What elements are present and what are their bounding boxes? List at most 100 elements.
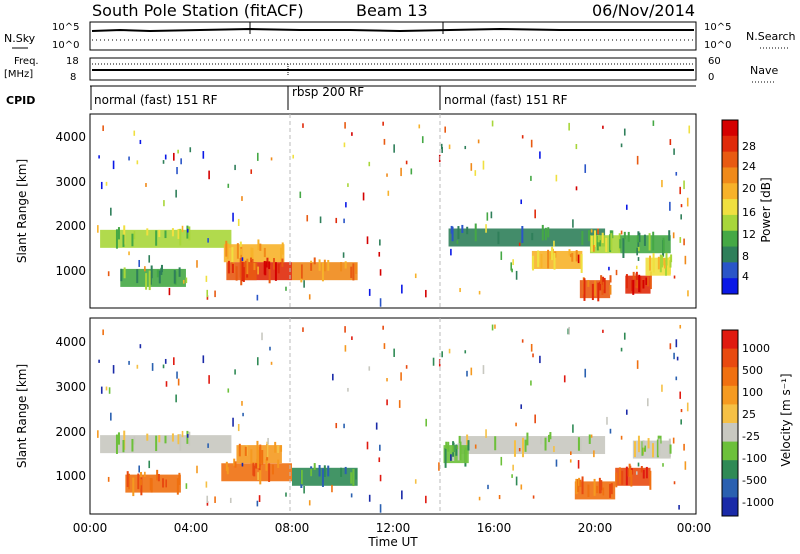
power-band-8-streak-10 <box>605 237 608 252</box>
power-band-12-streak-10 <box>665 252 668 266</box>
velocity-band-5-streak-1 <box>579 438 582 452</box>
freq-label-1: Freq. <box>14 56 39 67</box>
velocity-scatter-1 <box>474 444 477 449</box>
power-band-10-streak-5 <box>609 275 612 283</box>
power-band-0-streak-0 <box>164 230 167 239</box>
velocity-colorbar-swatch-8 <box>722 478 738 498</box>
power-scatter-36 <box>196 260 198 268</box>
power-band-12-streak-11 <box>669 260 672 268</box>
velocity-band-6-streak-5 <box>575 478 578 487</box>
velocity-scatter-3 <box>438 462 440 471</box>
power-band-11-streak-0 <box>639 275 642 293</box>
power-scatter-99 <box>521 135 524 139</box>
velocity-scatter-115 <box>173 357 175 366</box>
power-scatter-1 <box>234 164 236 171</box>
power-band-12-streak-9 <box>670 254 673 263</box>
power-colorbar-swatch-0 <box>722 120 738 137</box>
power-band-3-streak-10 <box>231 263 234 274</box>
velocity-scatter-121 <box>572 424 574 433</box>
velocity-scatter-44 <box>464 350 467 354</box>
velocity-band-4-streak-9 <box>300 470 303 485</box>
power-scatter-20 <box>620 230 623 235</box>
power-scatter-63 <box>164 154 167 160</box>
power-band-0-streak-2 <box>177 228 180 239</box>
x-axis: 00:00 04:00 08:00 12:00 16:00 20:00 00:0… <box>73 521 712 549</box>
velocity-scatter-38 <box>567 328 569 335</box>
power-band-6-streak-7 <box>531 232 534 241</box>
power-scatter-80 <box>366 236 369 245</box>
power-scatter-102 <box>208 170 210 180</box>
power-scatter-71 <box>620 143 623 148</box>
power-scatter-95 <box>98 155 100 159</box>
velocity-band-3-streak-5 <box>259 444 262 463</box>
power-band-12-streak-2 <box>667 257 670 275</box>
velocity-scatter-89 <box>257 472 259 481</box>
velocity-scatter-148 <box>673 481 676 485</box>
velocity-band-9-streak-8 <box>447 441 450 452</box>
power-band-7-streak-2 <box>537 250 540 268</box>
velocity-scatter-130 <box>207 443 209 448</box>
power-band-6-streak-5 <box>450 225 453 234</box>
power-band-6-streak-12 <box>521 226 524 243</box>
power-band-8-streak-1 <box>609 234 612 252</box>
power-band-8-streak-12 <box>610 233 613 251</box>
velocity-band-0-streak-7 <box>155 435 158 452</box>
power-scatter-45 <box>584 164 587 173</box>
power-scatter-142 <box>410 168 413 175</box>
power-scatter-103 <box>684 255 687 265</box>
power-band-9-streak-0 <box>668 230 671 241</box>
power-scatter-73 <box>173 152 175 161</box>
velocity-scatter-127 <box>683 443 685 451</box>
velocity-scatter-116 <box>491 324 494 331</box>
power-band-1-streak-0 <box>226 243 229 259</box>
velocity-scatter-107 <box>214 496 216 503</box>
power-ytick-1000: 1000 <box>55 264 86 278</box>
power-scatter-68 <box>661 179 663 188</box>
velocity-scatter-46 <box>378 457 381 463</box>
power-band-4-streak-5 <box>327 259 330 271</box>
velocity-band-3-streak-11 <box>250 449 253 464</box>
power-scatter-111 <box>530 175 532 181</box>
power-scatter-113 <box>520 199 523 205</box>
velocity-cbar-tick-1000: 1000 <box>742 342 770 355</box>
velocity-band-4-streak-0 <box>323 465 326 477</box>
velocity-cbar-tick-neg25: -25 <box>742 430 760 443</box>
velocity-scatter-87 <box>584 368 587 378</box>
velocity-band-0-streak-2 <box>177 434 180 445</box>
power-band-12-streak-4 <box>663 258 666 266</box>
power-scatter-125 <box>292 154 295 159</box>
power-scatter-105 <box>138 259 140 267</box>
velocity-band-4-streak-7 <box>350 472 353 484</box>
power-band-12-streak-7 <box>657 256 660 270</box>
velocity-cbar-tick-neg100: -100 <box>742 452 767 465</box>
power-scatter-62 <box>675 171 678 176</box>
velocity-scatter-6 <box>678 504 680 510</box>
power-band-6-streak-2 <box>451 226 454 242</box>
power-band-7-streak-13 <box>532 255 535 271</box>
velocity-scatter-147 <box>138 465 140 473</box>
velocity-scatter-60 <box>615 475 618 481</box>
velocity-scatter-43 <box>234 369 236 375</box>
velocity-band-6-streak-6 <box>577 478 580 492</box>
velocity-scatter-63 <box>302 327 304 332</box>
velocity-scatter-25 <box>498 495 501 500</box>
velocity-scatter-92 <box>637 462 640 467</box>
velocity-scatter-78 <box>196 465 198 474</box>
power-band-0-streak-9 <box>171 228 174 237</box>
velocity-scatter-154 <box>386 378 388 382</box>
velocity-band-2-streak-13 <box>268 463 271 482</box>
velocity-band-5-streak-6 <box>466 434 469 446</box>
velocity-band-6-streak-7 <box>596 485 599 494</box>
velocity-scatter-53 <box>343 423 345 429</box>
power-scatter-50 <box>637 257 640 261</box>
power-band-8-streak-13 <box>601 232 604 244</box>
power-band-3-streak-9 <box>255 262 258 269</box>
power-scatter-108 <box>112 160 115 170</box>
power-scatter-123 <box>250 169 253 174</box>
power-band-3-streak-7 <box>246 258 249 275</box>
velocity-scatter-105 <box>164 358 167 364</box>
power-scatter-60 <box>256 152 259 161</box>
power-scatter-106 <box>673 275 676 279</box>
velocity-band-2-streak-10 <box>234 461 237 468</box>
